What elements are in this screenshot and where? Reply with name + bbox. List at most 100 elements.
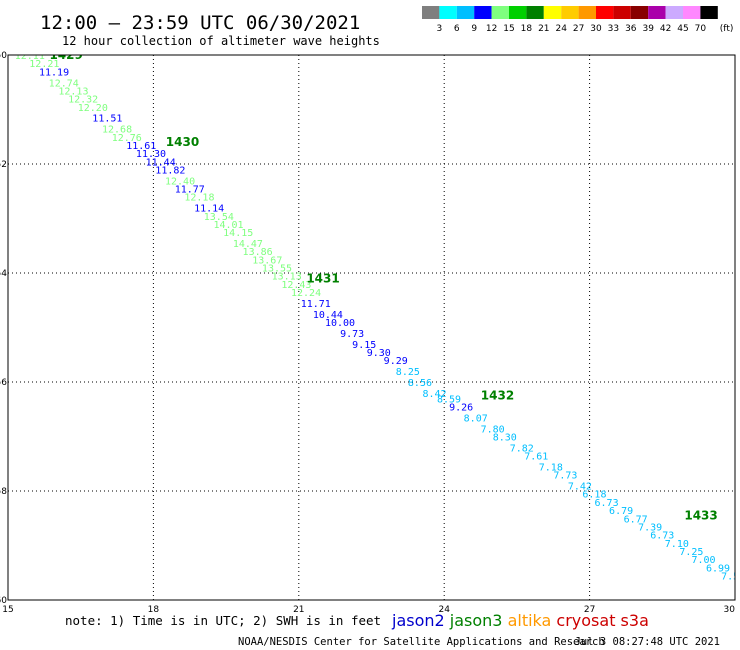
- wave-height-point: 12.24: [291, 288, 321, 299]
- y-tick-label: -60: [0, 596, 7, 606]
- wave-height-point: 7.42: [568, 482, 592, 493]
- orbit-time-label: 1430: [166, 135, 199, 149]
- mission-altika: altika: [502, 611, 551, 630]
- wave-height-point: 8.56: [408, 378, 432, 389]
- mission-legend: jason2 jason3 altika cryosat s3a: [391, 611, 649, 630]
- scale-swatch: [648, 6, 666, 19]
- scale-label: 36: [625, 24, 637, 34]
- orbit-time-label: 1433: [684, 509, 717, 523]
- wave-height-point: 14.47: [233, 239, 263, 250]
- wave-height-point: 11.82: [155, 165, 185, 176]
- orbit-time-label: 1432: [481, 389, 514, 403]
- scale-swatch: [491, 6, 509, 19]
- wave-height-point: 6.73: [595, 498, 619, 509]
- grid-lines: [8, 55, 735, 600]
- chart-subtitle: 12 hour collection of altimeter wave hei…: [62, 34, 380, 48]
- scale-swatch: [509, 6, 527, 19]
- wave-height-point: 9.26: [449, 403, 473, 414]
- scale-label: 30: [590, 24, 602, 34]
- wave-height-point: 9.30: [367, 348, 391, 359]
- scale-label: 3: [437, 24, 443, 34]
- x-tick-label: 30: [724, 605, 736, 615]
- wave-height-point: 8.42: [422, 389, 446, 400]
- x-tick-labels: 15 18 21 24 27 30: [2, 605, 735, 615]
- wave-height-point: 7.18: [539, 462, 563, 473]
- wave-height-point: 12.21: [29, 59, 59, 70]
- wave-height-point: 6.99: [706, 563, 730, 574]
- mission-jason3: jason3: [445, 611, 503, 630]
- plot-area: [8, 55, 735, 600]
- wave-height-point: 7.10: [665, 539, 689, 550]
- wave-height-point: 12.68: [102, 125, 132, 136]
- wave-height-point: 8.30: [493, 433, 517, 444]
- wave-height-points: 12.1112.2111.1912.7412.1312.3212.2011.51…: [15, 55, 739, 582]
- wave-height-point: 11.44: [146, 157, 176, 168]
- wave-height-point: 8.59: [437, 394, 461, 405]
- scale-unit: (ft): [720, 24, 734, 34]
- wave-height-point: 7.82: [510, 443, 534, 454]
- wave-height-point: 7.73: [553, 471, 577, 482]
- y-tick-label: -58: [0, 487, 7, 497]
- x-tick-label: 21: [293, 605, 304, 615]
- orbit-time-labels: 1429 1430 1431 1432 1433: [49, 55, 717, 523]
- wave-height-point: 9.15: [352, 340, 376, 351]
- scale-swatch: [439, 6, 457, 19]
- scale-swatch: [596, 6, 614, 19]
- wave-height-color-scale: 3 6 9 12 15 18 21 24 27 30 33 36 39 42 45 70 (ft): [422, 6, 733, 34]
- wave-height-point: 11.51: [92, 114, 122, 125]
- wave-height-point: 10.44: [313, 310, 343, 321]
- wave-height-point: 8.25: [396, 367, 420, 378]
- scale-label: 33: [608, 24, 619, 34]
- wave-height-point: 12.32: [68, 95, 98, 106]
- wave-height-point: 12.20: [78, 103, 108, 114]
- wave-height-point: 12.18: [184, 193, 214, 204]
- wave-height-point: 7.5: [721, 571, 739, 582]
- wave-height-point: 6.18: [582, 490, 606, 501]
- wave-height-point: 12.74: [49, 78, 79, 89]
- plot-frame: [7, 54, 736, 601]
- wave-height-point: 9.73: [340, 329, 364, 340]
- wave-height-point: 11.71: [301, 299, 331, 310]
- wave-height-point: 12.43: [281, 280, 311, 291]
- wave-height-point: 7.25: [679, 547, 703, 558]
- wave-height-point: 7.80: [481, 424, 505, 435]
- scale-label: 27: [573, 24, 584, 34]
- chart-title: 12:00 – 23:59 UTC 06/30/2021: [40, 12, 360, 34]
- wave-height-point: 9.29: [384, 356, 408, 367]
- orbit-time-label: 1431: [306, 271, 339, 285]
- scale-label: 12: [486, 24, 497, 34]
- wave-height-point: 13.86: [243, 247, 273, 258]
- y-tick-label: -52: [0, 160, 7, 170]
- wave-height-point: 13.54: [204, 212, 234, 223]
- wave-height-point: 12.76: [112, 133, 142, 144]
- scale-label: 6: [454, 24, 460, 34]
- wave-height-point: 11.14: [194, 204, 224, 215]
- wave-height-point: 12.13: [58, 86, 88, 97]
- scale-swatch: [578, 6, 596, 19]
- wave-height-point: 11.77: [175, 185, 205, 196]
- wave-height-point: 7.00: [691, 555, 715, 566]
- scale-label: 15: [503, 24, 514, 34]
- wave-height-point: 13.55: [262, 264, 292, 275]
- x-tick-label: 24: [438, 605, 450, 615]
- wave-height-point: 13.13: [272, 272, 302, 283]
- scale-swatch: [630, 6, 649, 19]
- wave-height-point: 6.79: [609, 506, 633, 517]
- scale-label: 39: [642, 24, 654, 34]
- scale-swatch: [456, 6, 475, 19]
- scale-swatch: [700, 6, 718, 19]
- scale-swatch: [422, 6, 440, 19]
- scale-label: 21: [538, 24, 549, 34]
- scale-label: 45: [677, 24, 688, 34]
- scale-label: 18: [521, 24, 533, 34]
- scale-swatch: [665, 6, 683, 19]
- y-tick-labels: -50 -52 -54 -56 -58 -60: [0, 51, 7, 606]
- mission-jason2: jason2: [391, 611, 445, 630]
- scale-label: 24: [555, 24, 567, 34]
- wave-height-point: 8.07: [464, 413, 488, 424]
- x-tick-label: 27: [584, 605, 595, 615]
- footer-generated: Jul 3 08:27:48 UTC 2021: [575, 636, 720, 648]
- scale-swatch: [526, 6, 544, 19]
